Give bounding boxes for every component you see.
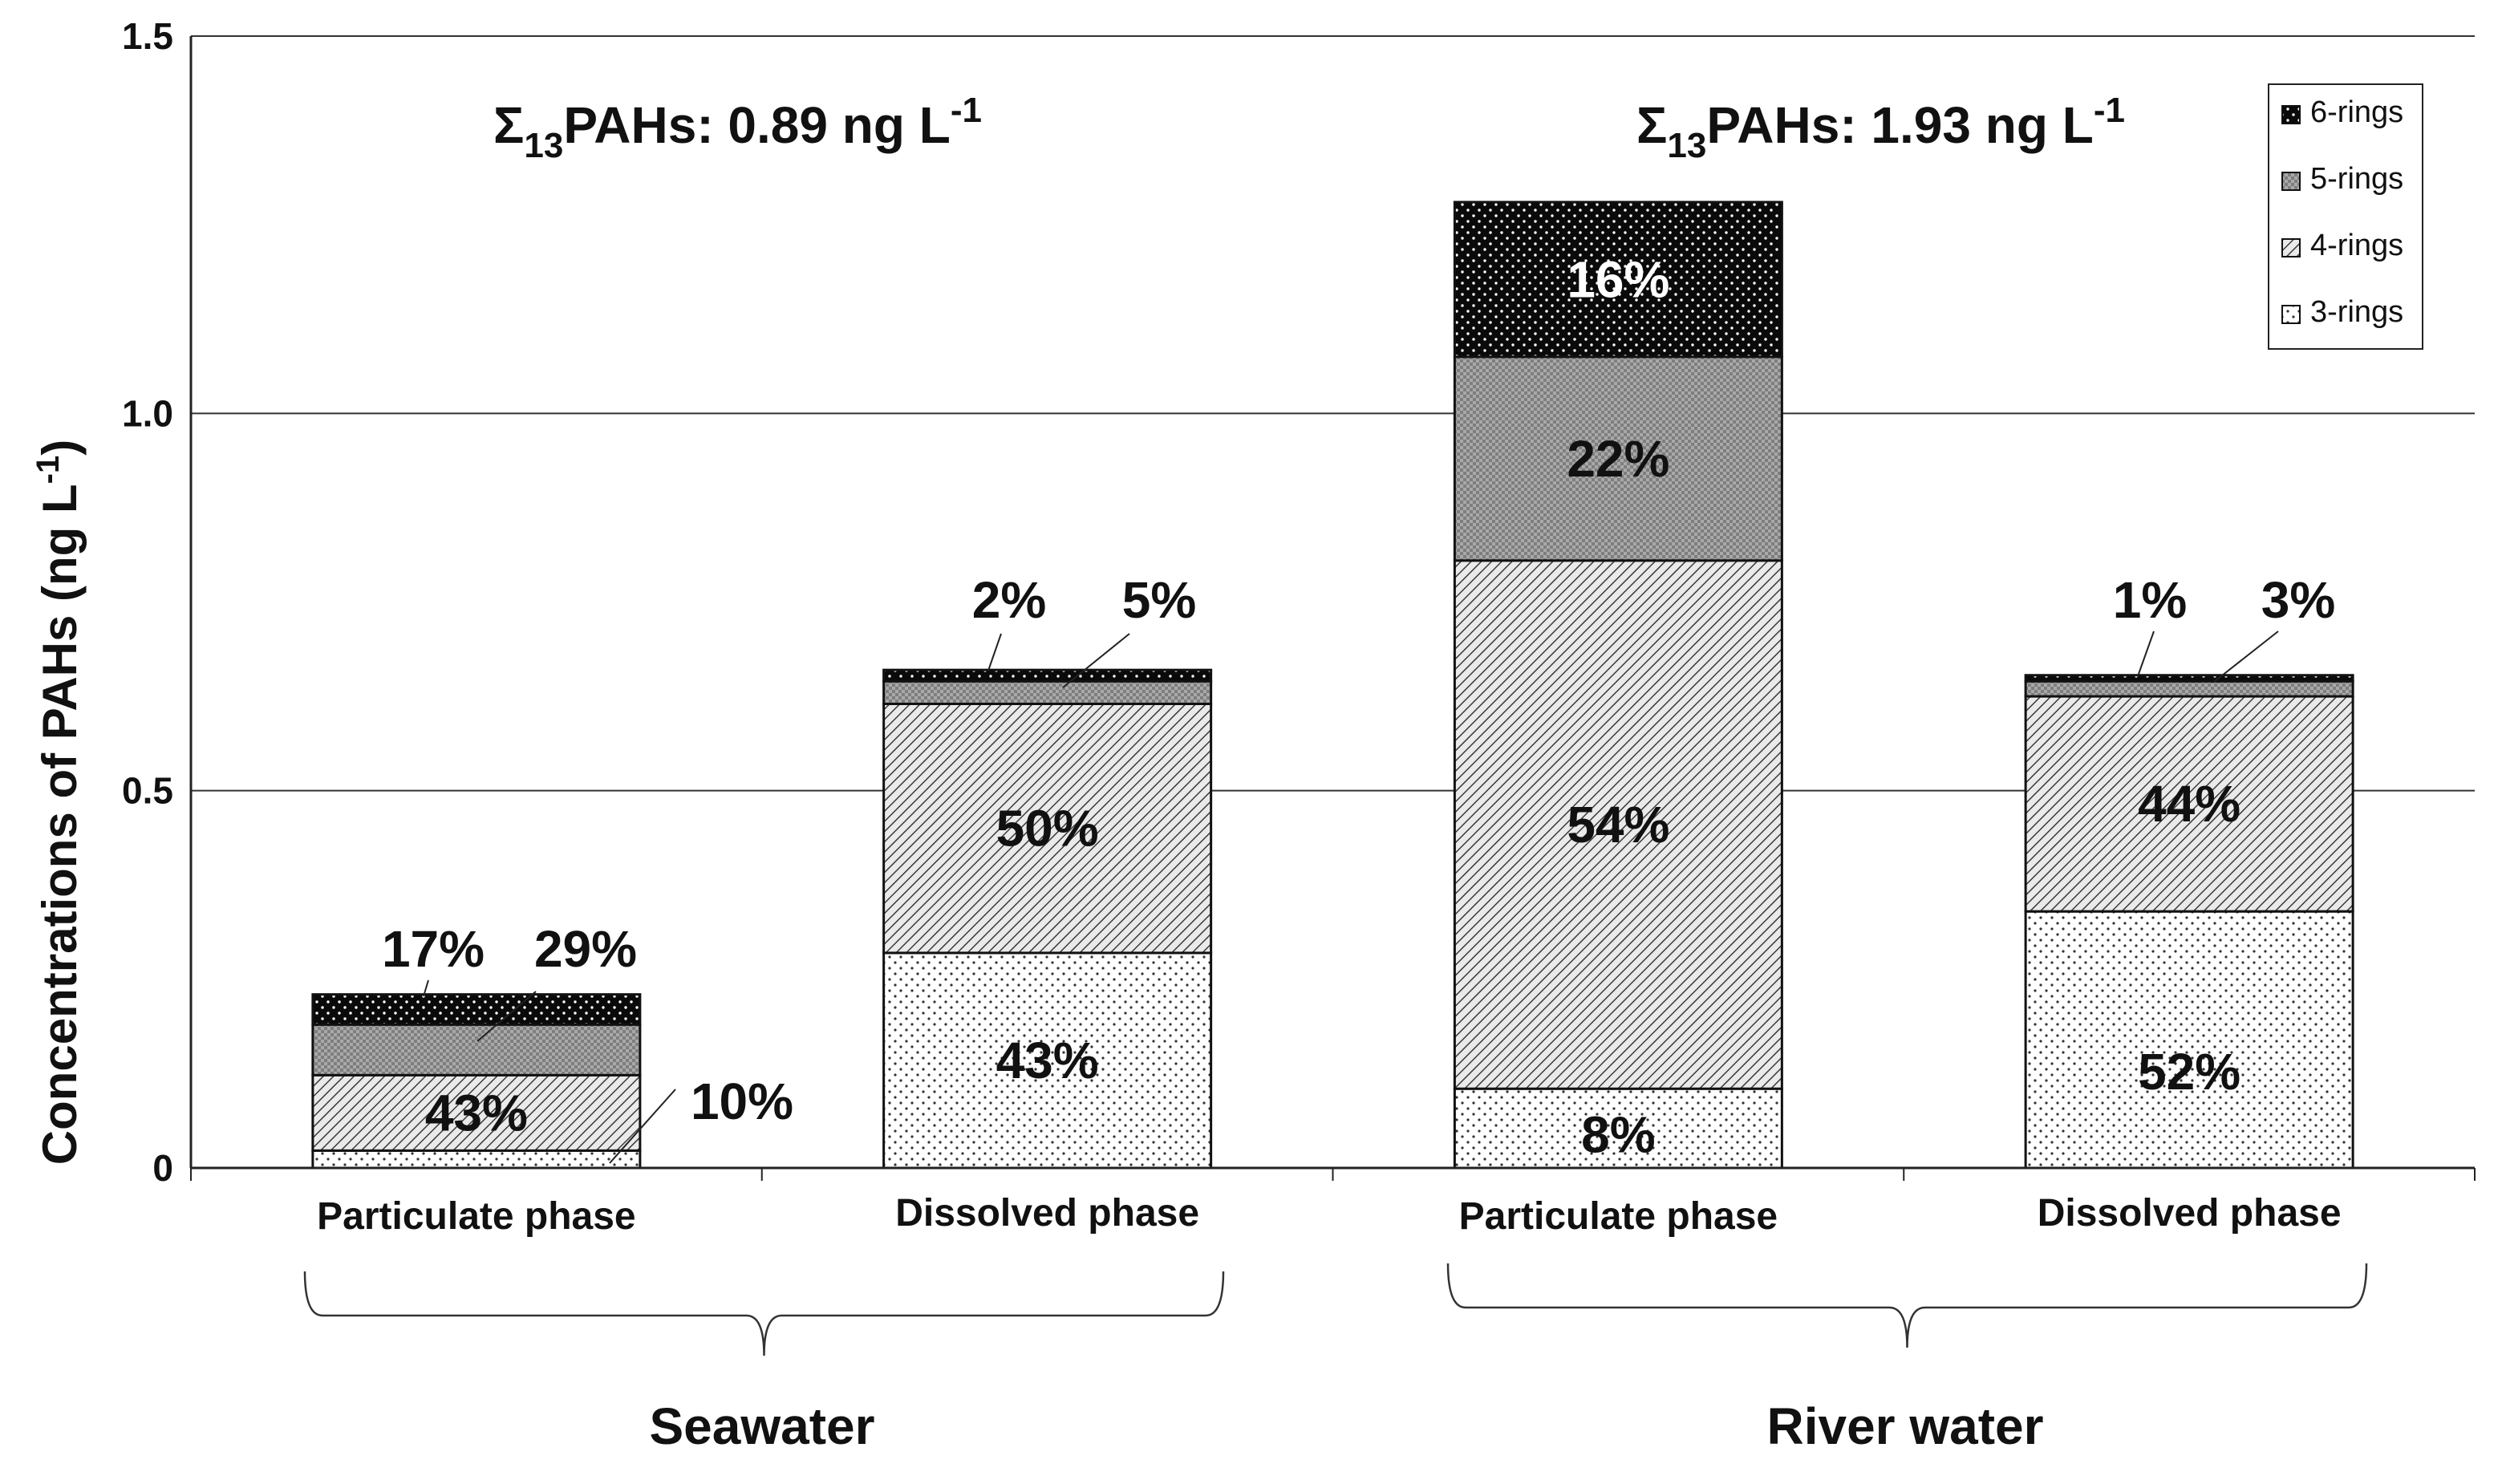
y-tick-label: 1.0 <box>122 392 173 434</box>
y-axis-title: Concentrations of PAHs (ng L-1) <box>30 440 87 1165</box>
bar-segment-3-rings <box>2024 910 2354 1170</box>
legend-swatch-4-rings <box>2281 238 2301 257</box>
legend: 6-rings 5-rings 4-rings 3-rings <box>2268 83 2423 350</box>
y-tick-label: 0 <box>152 1147 173 1189</box>
category-label: Dissolved phase <box>2038 1192 2342 1235</box>
bar-segment-3-rings <box>311 1149 642 1170</box>
category-label: Particulate phase <box>317 1195 636 1238</box>
bar-segment-4-rings <box>2024 695 2354 913</box>
legend-swatch-6-rings <box>2281 105 2301 124</box>
leader-line <box>423 979 429 997</box>
bar-segment-5-rings <box>311 1023 642 1077</box>
leader-line <box>609 1089 676 1164</box>
category-labels: Particulate phase Dissolved phase Particul… <box>317 1192 2341 1238</box>
bar-segment-4-rings <box>1453 559 1783 1090</box>
leader-line <box>2137 630 2155 677</box>
leader-line <box>2213 630 2279 683</box>
leader-lines <box>423 630 2279 1164</box>
group-braces <box>303 1263 2368 1356</box>
river-water-group-label: River water <box>1766 1397 2043 1455</box>
percent-label-5-rings: 29% <box>534 920 637 978</box>
percent-label-6-rings: 1% <box>2113 571 2188 629</box>
group-brace <box>1446 1263 2368 1348</box>
category-label: Particulate phase <box>1459 1195 1778 1238</box>
percent-label-5-rings: 5% <box>1122 571 1197 629</box>
percent-label-6-rings: 16% <box>1567 250 1669 308</box>
bar-segment-6-rings <box>882 668 1213 683</box>
percent-label-3-rings: 10% <box>691 1072 793 1130</box>
percent-label-4-rings: 54% <box>1567 796 1669 854</box>
legend-label-3-rings: 3-rings <box>2310 295 2403 329</box>
percent-label-3-rings: 8% <box>1581 1106 1656 1164</box>
legend-label-4-rings: 4-rings <box>2310 229 2403 262</box>
seawater-group-label: Seawater <box>649 1397 874 1455</box>
leader-line <box>476 991 537 1042</box>
bar-segment-5-rings <box>1453 355 1783 562</box>
percent-labels: 10% 43% 29% 17% 43% 50% 5% 2% 8% 54% 22% 16% 52% 44% 3… <box>382 250 2335 1163</box>
leader-line <box>987 633 1002 671</box>
percent-label-4-rings: 43% <box>425 1084 528 1141</box>
y-tick-labels: 0 0.5 1.0 1.5 <box>122 15 173 1189</box>
percent-label-6-rings: 2% <box>972 571 1047 629</box>
legend-swatch-3-rings <box>2281 305 2301 324</box>
percent-label-5-rings: 22% <box>1567 430 1669 488</box>
y-tick-label: 1.5 <box>122 15 173 57</box>
percent-label-4-rings: 44% <box>2138 775 2240 833</box>
bar-segment-5-rings <box>2024 679 2354 698</box>
bar-segment-6-rings <box>311 993 642 1026</box>
y-tick-label: 0.5 <box>122 770 173 812</box>
leader-line <box>1062 633 1130 688</box>
bar-segment-6-rings <box>1453 201 1783 359</box>
bar-segment-4-rings <box>311 1073 642 1152</box>
bars <box>311 201 2354 1170</box>
percent-label-3-rings: 52% <box>2138 1043 2240 1101</box>
axes <box>189 36 2476 1181</box>
legend-label-6-rings: 6-rings <box>2310 95 2403 129</box>
bar-segment-5-rings <box>882 679 1213 705</box>
seawater-sum-label: Σ13PAHs: 0.89 ng L-1 <box>493 91 982 165</box>
legend-label-5-rings: 5-rings <box>2310 162 2403 196</box>
bar-segment-4-rings <box>882 702 1213 955</box>
percent-label-4-rings: 50% <box>996 800 1099 858</box>
percent-label-5-rings: 3% <box>2261 571 2336 629</box>
legend-swatch-5-rings <box>2281 172 2301 191</box>
river-water-sum-label: Σ13PAHs: 1.93 ng L-1 <box>1636 91 2125 165</box>
group-brace <box>303 1271 1225 1356</box>
category-label: Dissolved phase <box>895 1192 1199 1235</box>
percent-label-3-rings: 43% <box>996 1032 1099 1089</box>
bar-segment-6-rings <box>2024 674 2354 683</box>
percent-label-6-rings: 17% <box>382 920 485 978</box>
